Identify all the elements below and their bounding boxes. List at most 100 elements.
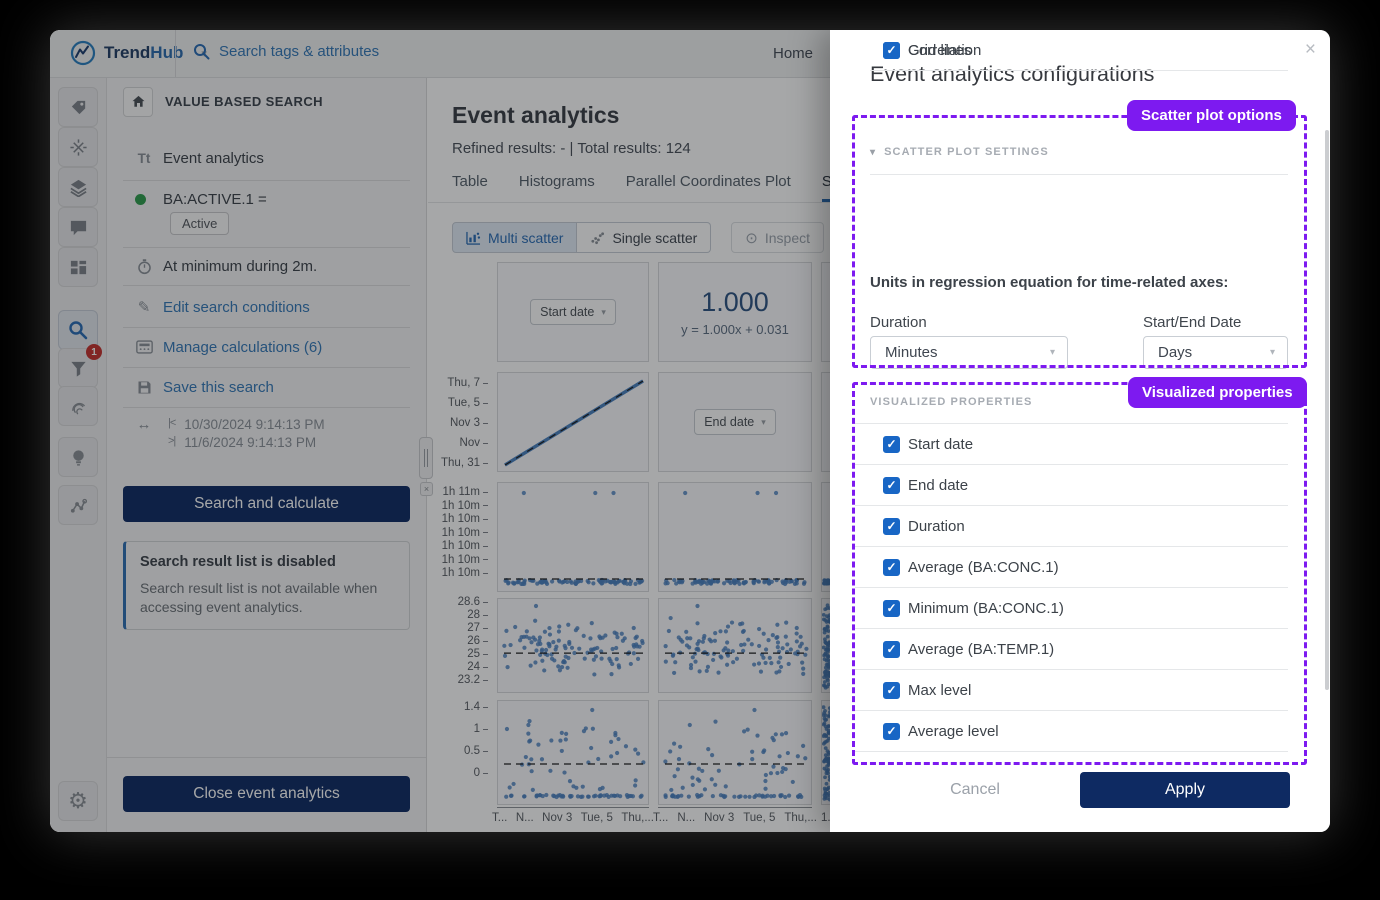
property-row[interactable]: ✓ Average (BA:TEMP.1) (855, 629, 1288, 670)
duration-dropdown-label: Duration (870, 314, 927, 331)
checkbox[interactable]: ✓ (883, 599, 900, 617)
checkbox[interactable]: ✓ (883, 476, 900, 494)
divider (123, 285, 410, 286)
manage-calculations-row[interactable]: Manage calculations (6) (107, 327, 426, 367)
filter-icon[interactable]: 1 (58, 344, 102, 388)
fingerprint-icon[interactable] (58, 386, 98, 426)
property-row[interactable]: ✓ Average level (855, 711, 1288, 752)
comments-icon[interactable] (58, 207, 98, 247)
startend-unit-select[interactable]: Days ▾ (1143, 336, 1288, 369)
tick-label: 1h 10m (442, 554, 488, 566)
connections-icon[interactable] (58, 485, 98, 525)
matrix-cell-scatter (658, 598, 812, 693)
matrix-cell-scatter (497, 372, 649, 472)
yaxis-conc: 28.6 28 27 26 25 24 23.2 (428, 596, 488, 686)
property-row[interactable]: ✓ Start date (855, 424, 1288, 465)
start-date-dropdown[interactable]: Start date ▾ (530, 299, 616, 325)
option-row[interactable]: ✓ Correlation (870, 30, 1288, 71)
stopwatch-icon (133, 258, 155, 275)
layout-icon[interactable] (58, 247, 98, 287)
property-row[interactable]: ✓ Max level (855, 670, 1288, 711)
search-and-calculate-button[interactable]: Search and calculate (123, 486, 410, 522)
settings-gear-icon[interactable]: ⚙ (58, 781, 98, 821)
panel-resize-handle[interactable] (419, 437, 433, 479)
chevron-down-icon: ▾ (761, 416, 766, 427)
save-search-row[interactable]: Save this search (107, 367, 426, 407)
property-row[interactable]: ✓ Average (BA:CONC.1) (855, 547, 1288, 588)
close-event-analytics-button[interactable]: Close event analytics (123, 776, 410, 812)
edit-search-row[interactable]: ✎ Edit search conditions (107, 287, 426, 327)
checkbox[interactable]: ✓ (883, 722, 900, 740)
tick-label: 1h 10m (442, 513, 488, 525)
scatter-plot-diagonal (504, 379, 644, 467)
tick-label: 1h 10m (442, 540, 488, 552)
tab[interactable]: Parallel Coordinates Plot (625, 173, 791, 190)
tick-label: Nov 3 (542, 812, 573, 824)
matrix-cell-scatter (497, 482, 649, 592)
apply-button[interactable]: Apply (1080, 772, 1290, 808)
layers-icon[interactable] (58, 167, 98, 207)
inspect-button[interactable]: ⊙ Inspect (731, 222, 825, 253)
home-link[interactable]: Home (773, 45, 814, 62)
property-label: Max level (908, 681, 972, 699)
app-window: TrendHub ▾ Search tags & attributes Home (50, 30, 1330, 832)
multi-scatter-button[interactable]: Multi scatter (452, 222, 578, 253)
property-row[interactable]: ✓ End date (855, 465, 1288, 506)
pencil-icon: ✎ (137, 299, 151, 316)
global-search[interactable]: Search tags & attributes (193, 43, 379, 60)
property-row[interactable]: ✓ Duration (855, 506, 1288, 547)
multi-scatter-icon (466, 231, 481, 245)
divider (123, 367, 410, 368)
tab[interactable]: Table (452, 173, 488, 190)
xaxis-labels: T... N... Nov 3 Tue, 5 Thu,... (492, 812, 654, 824)
yaxis-start-date: Thu, 7 Tue, 5 Nov 3 Nov Thu, 31 (428, 377, 488, 469)
save-search-link[interactable]: Save this search (163, 378, 274, 396)
cancel-button[interactable]: Cancel (890, 772, 1060, 808)
visualized-properties-list: ✓ Start date ✓ End date ✓ Duration (855, 423, 1288, 752)
visualized-properties-header: VISUALIZED PROPERTIES (870, 396, 1033, 408)
panel-home-button[interactable] (123, 86, 153, 117)
matrix-cell-clipped (821, 262, 830, 362)
end-date-dropdown[interactable]: End date ▾ (694, 409, 776, 435)
property-label: Average level (908, 722, 999, 740)
matrix-cell-correlation: 1.000 y = 1.000x + 0.031 (658, 262, 812, 362)
tick-label: 1h 10m (442, 527, 488, 539)
matrix-cell-scatter (497, 598, 649, 693)
xaxis-line (497, 807, 649, 808)
checkbox[interactable]: ✓ (883, 558, 900, 576)
single-scatter-button[interactable]: Single scatter (577, 222, 712, 253)
close-icon[interactable]: × (1304, 39, 1316, 60)
checkbox[interactable]: ✓ (883, 435, 900, 453)
scatter-plot-settings-header[interactable]: ▾ SCATTER PLOT SETTINGS (870, 146, 1049, 158)
divider (107, 757, 426, 758)
scatter-plot-flat (663, 490, 807, 587)
search-tool-icon[interactable] (58, 310, 98, 350)
condition-row: At minimum during 2m. (107, 247, 426, 285)
tick-label: 1h 10m (442, 500, 488, 512)
edit-search-link[interactable]: Edit search conditions (163, 298, 310, 316)
tags-icon[interactable] (58, 87, 98, 127)
tab[interactable]: Histograms (518, 173, 595, 190)
checkbox[interactable]: ✓ (883, 517, 900, 535)
modal-scrollbar[interactable] (1325, 130, 1329, 690)
duration-unit-select[interactable]: Minutes ▾ (870, 336, 1068, 369)
panel-collapse-button[interactable]: × (420, 482, 433, 496)
formula-tools-icon[interactable] (58, 127, 98, 167)
property-row[interactable]: ✓ Minimum (BA:CONC.1) (855, 588, 1288, 629)
checkbox[interactable]: ✓ (883, 640, 900, 658)
date-start: 10/30/2024 9:14:13 PM (184, 416, 325, 432)
xaxis-labels: T... N... Nov 3 Tue, 5 Thu,... (653, 812, 817, 824)
correlation-value: 1.000 (701, 287, 769, 317)
yaxis-level: 1.4 1 0.5 0 (428, 701, 488, 779)
results-summary: Refined results: - | Total results: 124 (452, 140, 691, 157)
checkbox[interactable]: ✓ (883, 681, 900, 699)
notice-body: Search result list is not available when… (140, 580, 378, 615)
idea-icon[interactable] (58, 437, 98, 477)
startend-dropdown-label: Start/End Date (1143, 314, 1242, 331)
manage-calculations-link[interactable]: Manage calculations (6) (163, 338, 323, 356)
matrix-cell-clipped (821, 372, 830, 472)
checkbox[interactable]: ✓ (883, 41, 900, 59)
tab[interactable]: S (821, 173, 832, 202)
matrix-cell-start-date: Start date ▾ (497, 262, 649, 362)
